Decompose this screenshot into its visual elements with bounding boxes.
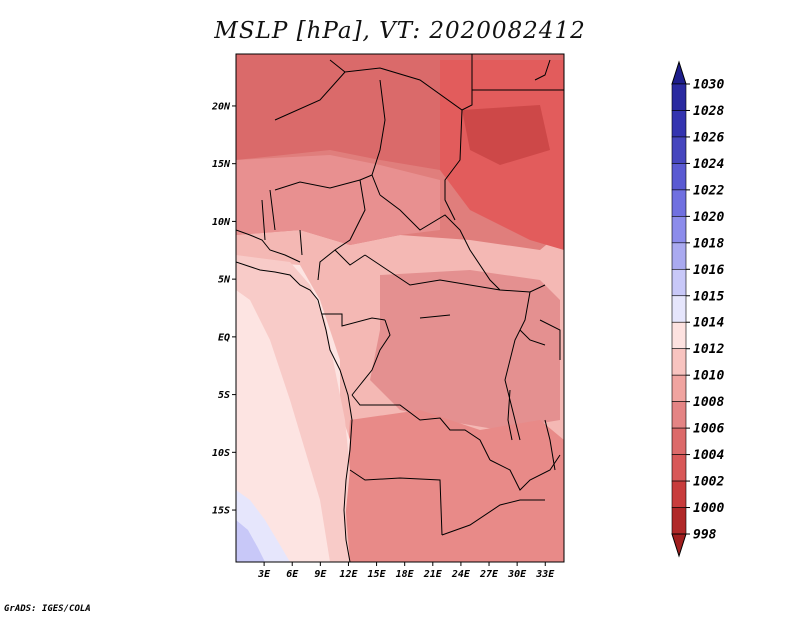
colorbar-box <box>671 216 687 244</box>
colorbar-label: 1004 <box>693 448 724 463</box>
colorbar-box <box>671 480 687 508</box>
border-angola-namibia <box>349 469 443 536</box>
colorbar-label: 1012 <box>693 342 724 357</box>
field-band-1007-congo <box>370 270 560 430</box>
lat-tick-label: 10S <box>212 448 230 459</box>
border-car-drc <box>364 254 546 293</box>
lon-tick-label: 21E <box>423 569 443 580</box>
border-uganda-kenya <box>539 319 561 360</box>
border-chad-car <box>379 194 501 291</box>
border-cameroon-car <box>334 249 366 266</box>
lake-tanganyika <box>507 389 513 441</box>
lon-tick-label: 9E <box>314 569 327 580</box>
grads-credit: GrADS: IGES/COLA <box>4 604 91 614</box>
colorbar-label: 1006 <box>693 422 724 437</box>
colorbar-bottom-triangle <box>671 533 687 558</box>
border-chad-sudan <box>444 109 463 221</box>
colorbar-box <box>671 163 687 191</box>
colorbar-label: 1026 <box>693 130 724 145</box>
colorbar-box <box>671 507 687 535</box>
field-band-1007-south <box>345 410 564 562</box>
colorbar-box <box>671 348 687 376</box>
border-nigeria-cameroon <box>317 179 366 281</box>
lon-tick-label: 18E <box>396 569 415 580</box>
colorbar-top-triangle <box>671 60 687 85</box>
border-niger-algeria <box>274 71 346 121</box>
colorbar-box <box>671 454 687 482</box>
colorbar-label: 1024 <box>693 157 724 172</box>
colorbar-label: 1018 <box>693 236 724 251</box>
colorbar-box <box>671 136 687 164</box>
colorbar-label: 1030 <box>693 78 724 93</box>
latitude-axis: 20N 15N 10N 5N EQ 5S 10S 15S <box>211 101 236 517</box>
longitude-axis: 3E 6E 9E 12E 15E 18E 21E 24E 27E 30E 33E <box>257 562 555 580</box>
border-drc-east <box>504 291 531 441</box>
lon-tick-label: 27E <box>479 569 499 580</box>
field-band-1012-coast <box>236 255 350 562</box>
border-angola-drc <box>351 394 491 461</box>
lat-tick-label: EQ <box>218 332 230 343</box>
lat-tick-label: 15S <box>212 506 230 517</box>
colorbar-label: 1000 <box>693 501 724 516</box>
colorbar-label: 1022 <box>693 183 724 198</box>
colorbar-label: 1010 <box>693 369 724 384</box>
lon-tick-label: 24E <box>451 569 471 580</box>
lat-tick-label: 5N <box>218 275 231 286</box>
field-band-1016-sw <box>236 520 265 562</box>
lat-tick-label: 20N <box>211 101 231 112</box>
lat-tick-label: 5S <box>218 390 230 401</box>
country-borders <box>236 54 564 562</box>
colorbar: 1030 1028 1026 1024 1022 1020 1018 1016 1015 1014… <box>671 60 724 558</box>
lake-malawi <box>544 419 556 471</box>
colorbar-box <box>671 110 687 138</box>
border-ghana-togo <box>261 189 276 241</box>
colorbar-label: 998 <box>693 528 717 543</box>
colorbar-label: 1008 <box>693 395 724 410</box>
colorbar-label: 1028 <box>693 104 724 119</box>
lon-tick-label: 15E <box>368 569 387 580</box>
border-niger-chad <box>371 79 386 196</box>
coast-red-sea <box>534 59 551 81</box>
map-frame <box>235 53 565 563</box>
field-band-1007-west <box>236 155 440 245</box>
river-congo <box>419 314 451 319</box>
field-band-1003-low <box>462 105 550 165</box>
colorbar-box <box>671 427 687 455</box>
colorbar-box <box>671 242 687 270</box>
lon-tick-label: 12E <box>339 569 358 580</box>
border-lake-victoria <box>519 329 546 346</box>
border-gabon-cameroon <box>322 313 386 327</box>
colorbar-box <box>671 401 687 429</box>
border-congo-drc <box>351 319 391 396</box>
coastline-gulf <box>236 229 301 263</box>
lon-tick-label: 6E <box>286 569 299 580</box>
colorbar-label: 1016 <box>693 263 724 278</box>
border-benin-togo <box>299 229 303 256</box>
lat-tick-label: 15N <box>212 159 231 170</box>
colorbar-box <box>671 321 687 350</box>
pressure-field <box>236 54 564 562</box>
lon-tick-label: 33E <box>535 569 555 580</box>
lon-tick-label: 30E <box>507 569 527 580</box>
colorbar-label: 1002 <box>693 475 724 490</box>
colorbar-label: 1020 <box>693 210 724 225</box>
colorbar-box <box>671 295 687 323</box>
border-niger-nigeria <box>274 174 373 191</box>
border-botswana-zambia <box>441 499 545 536</box>
lat-tick-label: 10N <box>212 217 231 228</box>
border-zambia <box>489 454 561 491</box>
colorbar-box <box>671 268 687 297</box>
colorbar-box <box>671 189 687 217</box>
colorbar-label: 1014 <box>693 316 724 331</box>
colorbar-label: 1015 <box>693 289 724 304</box>
lon-tick-label: 3E <box>257 569 271 580</box>
coastline-west <box>236 261 353 562</box>
colorbar-box <box>671 374 687 402</box>
colorbar-box <box>671 83 687 111</box>
chart-title: MSLP [hPa], VT: 2020082412 <box>214 18 586 44</box>
